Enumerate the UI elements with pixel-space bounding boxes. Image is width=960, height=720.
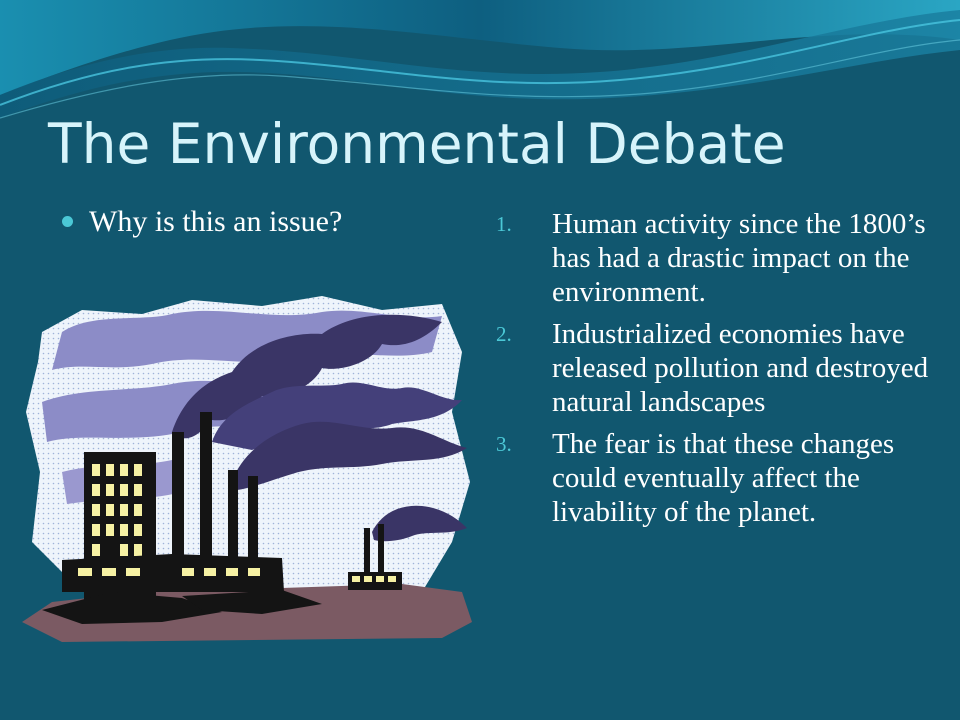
list-item: 2. Industrialized economies have release… [496,317,936,419]
numbered-list: 1. Human activity since the 1800’s has h… [496,207,936,537]
list-item-text: Industrialized economies have released p… [552,318,929,418]
list-item-number: 3. [496,432,512,456]
list-item-number: 2. [496,322,512,346]
bullet-text: Why is this an issue? [89,205,343,238]
slide-title: The Environmental Debate [48,112,786,176]
list-item: 3. The fear is that these changes could … [496,427,936,529]
list-item-text: The fear is that these changes could eve… [552,428,895,528]
list-item: 1. Human activity since the 1800’s has h… [496,207,936,309]
wave-decoration [0,0,960,130]
bullet-dot-icon [62,216,73,227]
list-item-number: 1. [496,212,512,236]
list-item-text: Human activity since the 1800’s has had … [552,208,926,308]
factory-pollution-icon [22,296,472,642]
